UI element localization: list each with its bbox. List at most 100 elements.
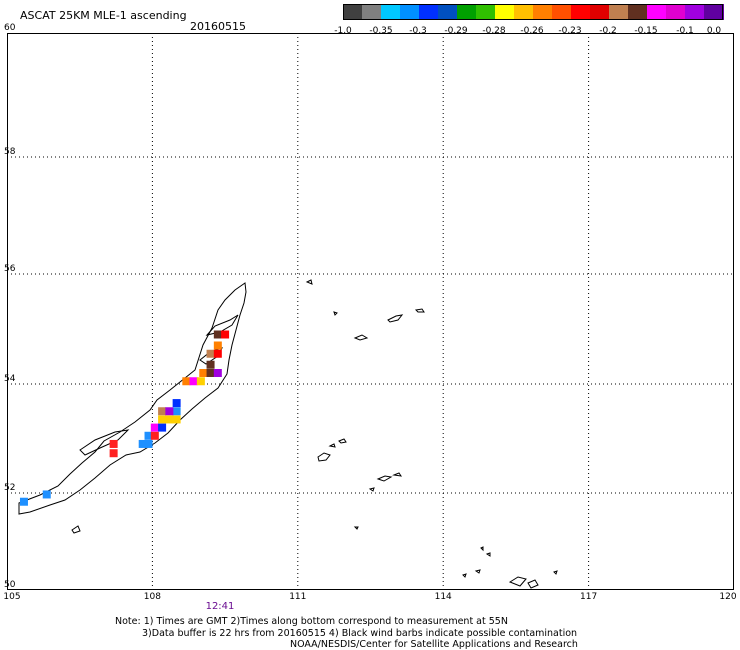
small-lake [462,573,467,578]
small-lake [485,552,491,557]
colorbar-swatch [495,4,515,20]
ascat-pixel [172,399,181,408]
ascat-pixel [221,330,230,339]
colorbar-label: -0.26 [520,26,544,36]
colorbar-swatch [381,4,401,20]
lake-baikal-outline [18,282,247,515]
longitude-label: 108 [143,592,161,602]
coastline [18,279,558,589]
colorbar-swatch [457,4,477,20]
latitude-label: 56 [4,264,16,274]
small-lake [527,579,539,589]
colorbar-swatch [647,4,667,20]
ascat-pixel [19,497,28,506]
colorbar-label: -0.23 [558,26,582,36]
ascat-pixel [199,369,208,377]
small-lake [474,569,481,574]
latitude-label: 60 [4,23,16,33]
latitude-label: 54 [4,374,16,384]
small-lake [305,279,313,285]
colorbar-swatch [343,4,363,20]
colorbar-swatch [704,4,724,20]
ascat-pixel [109,439,118,448]
colorbar-swatch [514,4,534,20]
colorbar-swatch [609,4,629,20]
colorbar-swatch [666,4,686,20]
small-lake [333,311,338,316]
graticule [7,33,734,590]
longitude-label: 114 [434,592,452,602]
ascat-pixel [213,341,222,350]
small-lake [71,525,81,534]
map-frame [7,33,734,590]
colorbar-label: -1.0 [334,26,352,36]
small-lake [480,546,484,552]
colorbar-swatch [533,4,553,20]
colorbar-label: -0.15 [634,26,658,36]
ascat-pixel [172,407,181,416]
small-lake [508,576,527,587]
ascat-pixel [138,439,147,448]
small-lake [353,334,369,341]
ascat-pixel [213,349,222,358]
small-lake [353,526,359,530]
ascat-pixel [189,377,198,386]
small-lake [376,475,393,482]
ascat-pixel [42,490,51,499]
latitude-label: 52 [4,483,16,493]
ascat-pixel [144,439,153,448]
longitude-label: 117 [580,592,598,602]
colorbar-swatch [590,4,610,20]
ascat-pixel [150,423,159,432]
colorbar-swatch [628,4,648,20]
colorbar-swatch [419,4,439,20]
colorbar-label: -0.1 [676,26,694,36]
colorbar-label: -0.29 [444,26,468,36]
ascat-pixel [158,407,167,416]
small-lake [392,472,403,477]
small-lake [328,443,336,448]
chart-title: ASCAT 25KM MLE-1 ascending [20,9,187,22]
time-label: 12:41 [205,601,235,612]
colorbar-label: 0.0 [706,26,722,36]
ascat-pixel [144,431,153,440]
note-line-2: 3)Data buffer is 22 hrs from 20160515 4)… [142,628,578,639]
ascat-pixel [150,431,159,440]
small-lake [338,438,347,444]
ascat-pixel [172,415,181,424]
longitude-label: 105 [3,592,21,602]
ascat-pixel [196,377,205,386]
ascat-pixel [213,369,222,377]
longitude-label: 111 [289,592,307,602]
chart-date: 20160515 [190,20,246,33]
colorbar-label: -0.2 [599,26,617,36]
colorbar-swatch [362,4,382,20]
ascat-pixel [206,360,215,369]
latitude-label: 50 [4,580,16,590]
ascat-pixels [19,330,230,506]
colorbar-label: -0.28 [482,26,506,36]
ascat-pixel [213,330,222,339]
small-lake [317,452,331,462]
small-lake [368,487,375,492]
ascat-pixel [165,415,174,424]
olkhon-island [79,429,130,456]
note-line-1: Note: 1) Times are GMT 2)Times along bot… [115,616,508,627]
ascat-pixel [158,415,167,424]
colorbar-swatch [571,4,591,20]
ascat-pixel [206,369,215,377]
note-line-3: NOAA/NESDIS/Center for Satellite Applica… [290,639,578,650]
colorbar-swatch [476,4,496,20]
colorbar-swatch [552,4,572,20]
ascat-pixel [109,449,118,458]
ascat-pixel [182,377,191,386]
colorbar-border [343,4,723,20]
latitude-label: 58 [4,147,16,157]
longitude-label: 120 [719,592,737,602]
ascat-pixel [165,407,174,416]
ascat-pixel [158,423,167,432]
colorbar-label: -0.35 [369,26,393,36]
ascat-pixel [206,349,215,358]
small-lake [553,570,558,575]
